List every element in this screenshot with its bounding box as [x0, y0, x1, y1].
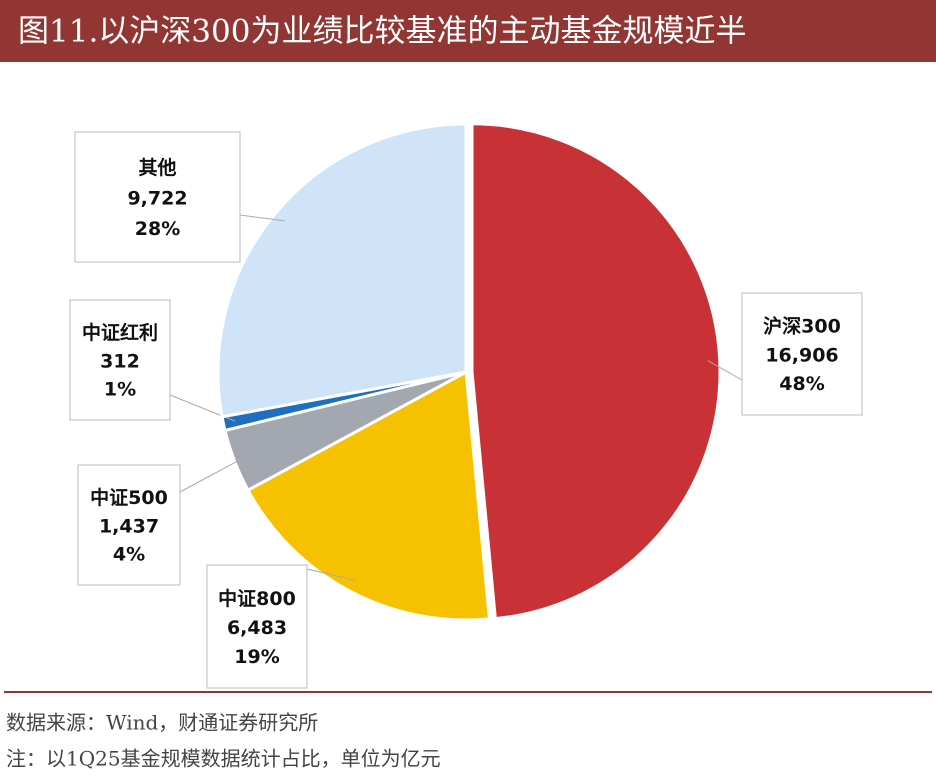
pie-slice	[216, 122, 468, 419]
value-label: 6,483	[227, 617, 287, 639]
slice-label: 沪深300	[763, 315, 841, 338]
percent-label: 19%	[234, 646, 279, 668]
slice-label: 其他	[138, 156, 176, 179]
pie-slice	[470, 122, 722, 621]
callout-box	[206, 564, 308, 689]
slice-label: 中证500	[90, 486, 168, 509]
percent-label: 48%	[779, 373, 824, 395]
value-label: 16,906	[765, 344, 838, 366]
callout-box	[741, 292, 863, 416]
title-bar	[0, 0, 936, 62]
callout-box	[74, 131, 241, 263]
leader-line	[707, 360, 743, 381]
leader-line	[239, 214, 285, 222]
value-label: 1,437	[99, 515, 159, 537]
percent-label: 1%	[104, 379, 136, 401]
slice-label: 中证800	[218, 587, 296, 610]
percent-label: 28%	[135, 218, 180, 240]
leader-line	[179, 456, 246, 493]
percent-label: 4%	[113, 544, 145, 566]
value-label: 9,722	[127, 187, 187, 209]
value-label: 312	[100, 350, 140, 372]
callout-box	[69, 299, 171, 421]
callout-box	[77, 464, 181, 586]
source: 数据来源：Wind，财通证券研究所	[6, 711, 318, 735]
chart-title: 图11.以沪深300为业绩比较基准的主动基金规模近半	[18, 14, 746, 50]
slice-label: 中证红利	[82, 321, 158, 344]
note: 注：以1Q25基金规模数据统计占比，单位为亿元	[6, 747, 441, 771]
pie-slice	[245, 369, 492, 622]
